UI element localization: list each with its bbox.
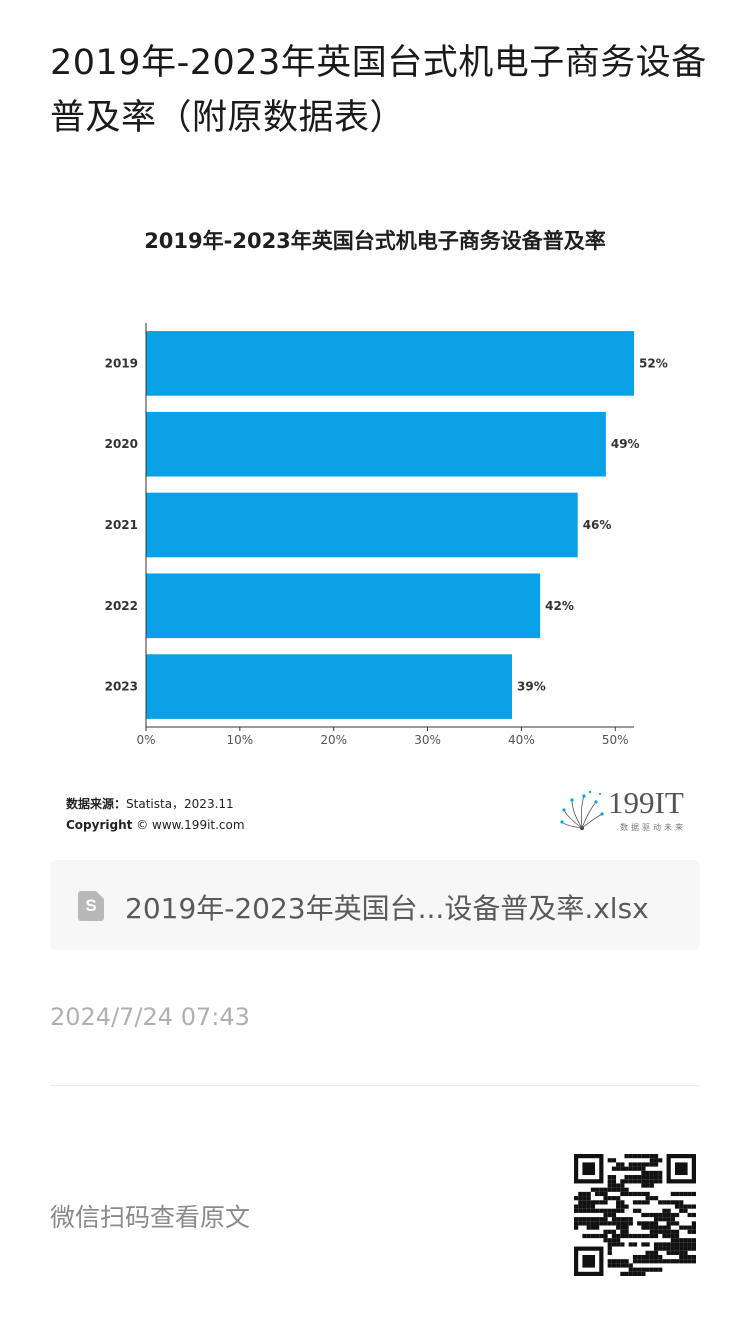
qr-code-icon[interactable] [574,1154,696,1276]
data-label: 52% [639,356,668,370]
x-tick-label: 40% [508,733,535,747]
chart-title: 2019年-2023年英国台式机电子商务设备普及率 [144,229,606,253]
x-tick-label: 0% [136,733,155,747]
bar [146,654,512,719]
x-tick-label: 20% [320,733,347,747]
x-tick-label: 10% [227,733,254,747]
chart-image: 2019 52% 2020 49% 2021 46% 2022 42% 2023 39% 0% 10%… [50,190,700,850]
chart-source: 数据来源：Statista，2023.11 Copyright © www.19… [66,794,245,836]
x-tick-label: 30% [414,733,441,747]
bar [146,331,634,396]
y-tick-label: 2020 [105,437,138,451]
logo-tagline: 数据驱动未来 [620,823,686,832]
logo-199it: 199IT 数据驱动未来 [558,785,698,836]
attachment-card[interactable]: S 2019年-2023年英国台...设备普及率.xlsx [50,860,700,950]
spreadsheet-file-icon: S [78,891,104,921]
copyright-text: © www.199it.com [136,818,245,832]
bar [146,411,606,477]
article-title: 2019年-2023年英国台式机电子商务设备普及率（附原数据表） [50,43,707,138]
y-tick-label: 2023 [105,680,138,694]
dandelion-logo-icon [560,790,604,830]
data-label: 39% [517,680,546,694]
y-tick-label: 2021 [105,518,138,532]
attachment-file-name: 2019年-2023年英国台...设备普及率.xlsx [125,892,649,925]
bar [146,573,541,639]
source-text: Statista，2023.11 [126,797,234,811]
bar-chart: 2019 52% 2020 49% 2021 46% 2022 42% 2023 39% 0% 10%… [105,323,668,747]
x-tick-label: 50% [602,733,629,747]
source-label: 数据来源： [66,797,127,811]
y-tick-label: 2022 [105,599,138,613]
copyright-label: Copyright [66,818,133,832]
publish-timestamp: 2024/7/24 07:43 [50,1003,250,1031]
data-label: 49% [611,437,640,451]
data-label: 46% [583,518,612,532]
logo-text: 199IT [608,785,684,820]
data-label: 42% [545,599,574,613]
y-tick-label: 2019 [105,356,138,370]
divider [50,1085,700,1086]
scan-to-view-text: 微信扫码查看原文 [50,1203,251,1232]
bar [146,492,578,558]
